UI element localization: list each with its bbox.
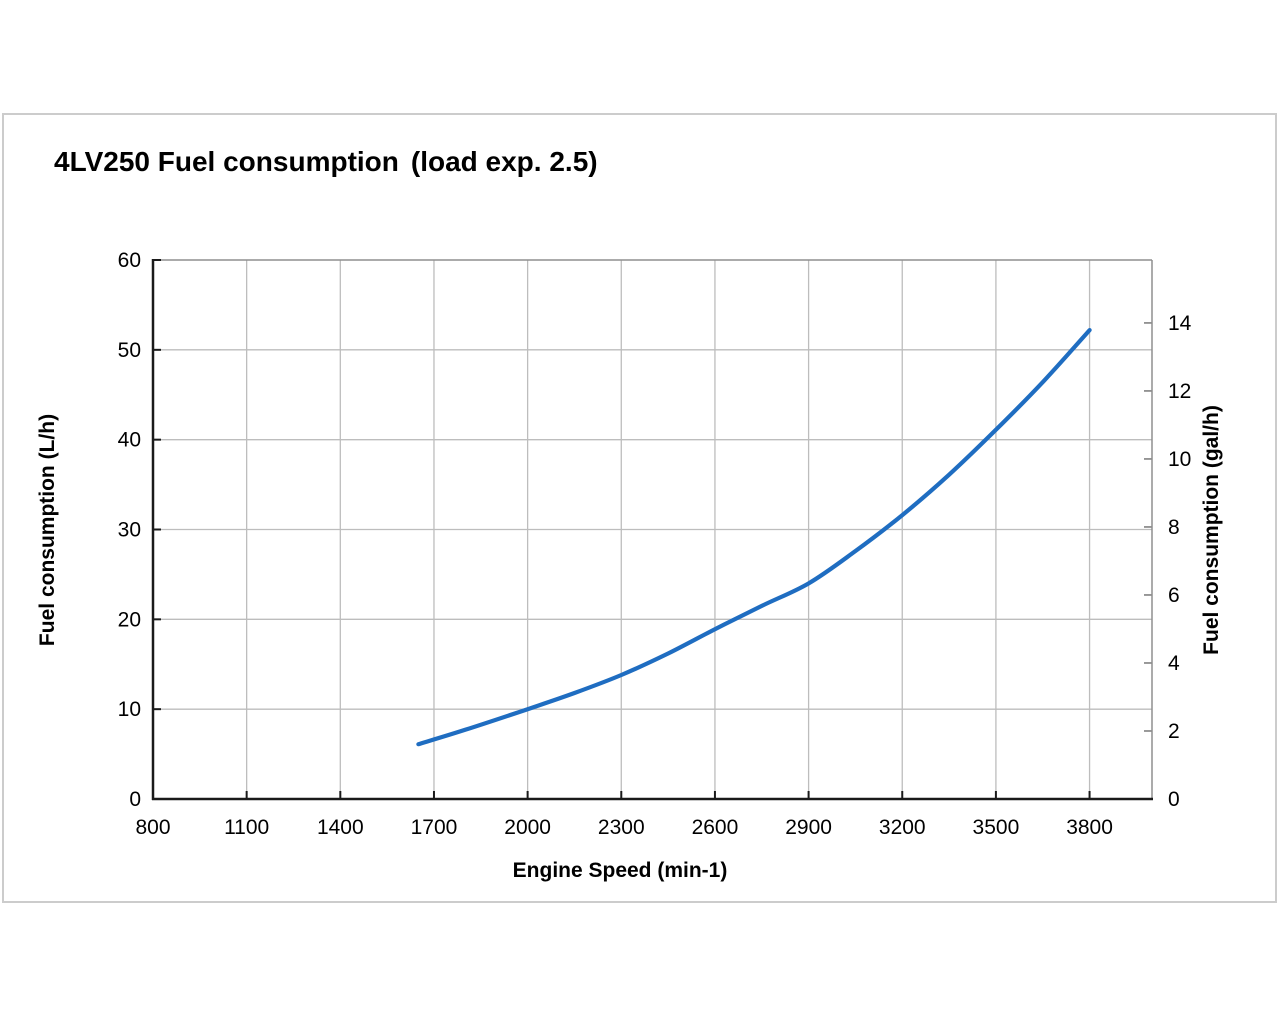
- y-right-tick-label: 6: [1168, 584, 1180, 607]
- tick-layer: [152, 259, 1152, 800]
- series-layer: [416, 328, 1092, 747]
- y-right-tick-label: 0: [1168, 788, 1180, 811]
- x-tick-label: 1700: [411, 816, 458, 839]
- x-tick-label: 3200: [879, 816, 926, 839]
- fuel-consumption-curve: [416, 328, 1092, 747]
- chart-title-suffix: (load exp. 2.5): [410, 146, 598, 177]
- chart-title-main: 4LV250 Fuel consumption: [54, 146, 399, 177]
- y-left-tick-label: 20: [118, 608, 141, 631]
- content-frame: [2, 113, 1277, 903]
- y-left-axis-title: Fuel consumption (L/h): [36, 414, 59, 646]
- x-tick-label: 2000: [504, 816, 551, 839]
- x-tick-label: 800: [135, 816, 170, 839]
- y-right-tick-label: 8: [1168, 516, 1180, 539]
- x-tick-label: 2900: [785, 816, 832, 839]
- y-right-tick-label: 14: [1168, 312, 1192, 335]
- y-left-tick-label: 50: [118, 339, 141, 362]
- y-left-tick-label: 30: [118, 519, 141, 542]
- y-right-tick-label: 4: [1168, 652, 1180, 675]
- y-left-tick-label: 0: [129, 788, 141, 811]
- x-tick-label: 2600: [692, 816, 739, 839]
- x-tick-label: 1100: [224, 816, 269, 839]
- x-tick-label: 1400: [317, 816, 364, 839]
- y-right-tick-label: 12: [1168, 380, 1191, 403]
- y-left-tick-label: 60: [118, 249, 141, 272]
- y-left-tick-label: 10: [118, 698, 141, 721]
- y-right-tick-label: 10: [1168, 448, 1191, 471]
- grid-layer: [153, 260, 1152, 799]
- y-right-axis-title: Fuel consumption (gal/h): [1200, 405, 1223, 655]
- x-axis-title: Engine Speed (min-1): [513, 859, 728, 882]
- tick-label-layer: 800 1100 1400 1700 2000 2300 2600 2900 3200 3500 3…: [118, 249, 1192, 839]
- y-right-tick-label: 2: [1168, 720, 1180, 743]
- x-tick-label: 3800: [1066, 816, 1113, 839]
- x-tick-label: 2300: [598, 816, 645, 839]
- chart-title: 4LV250 Fuel consumption (load exp. 2.5): [54, 146, 598, 178]
- x-tick-label: 3500: [973, 816, 1020, 839]
- y-left-tick-label: 40: [118, 429, 141, 452]
